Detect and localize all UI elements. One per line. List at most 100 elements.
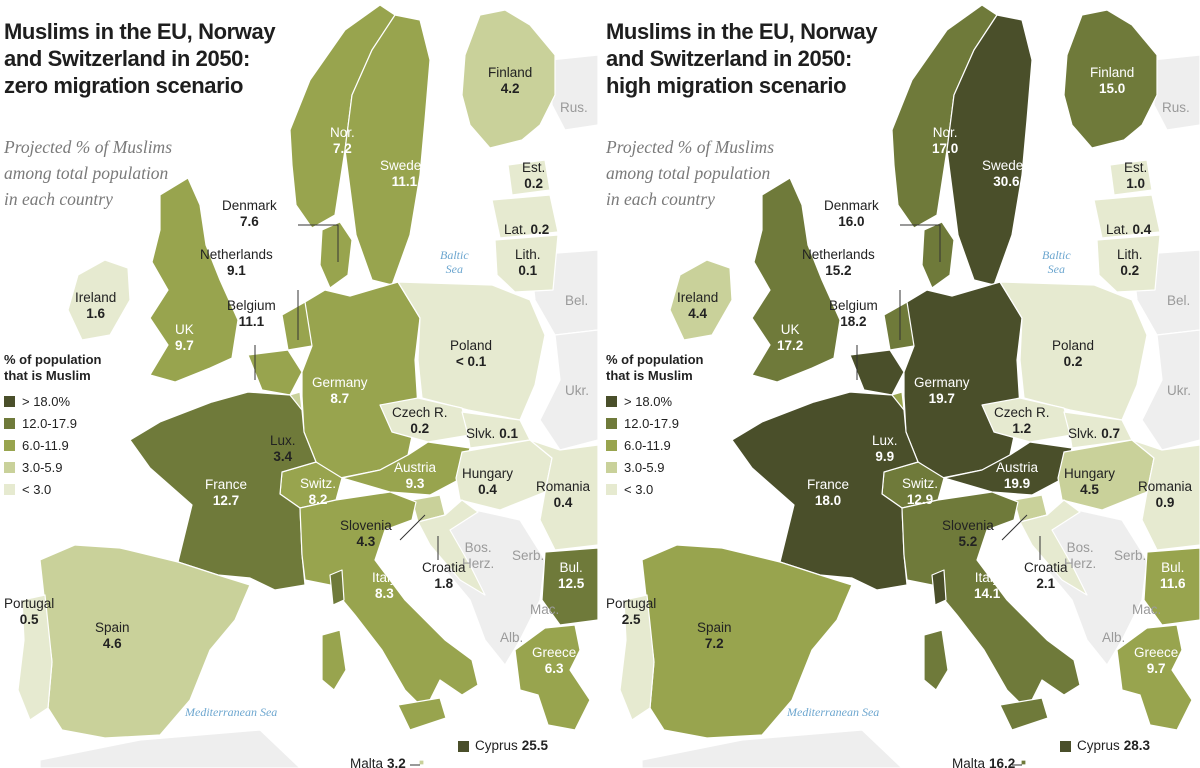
balkans-land xyxy=(439,509,546,666)
greece-label: Greece 6.3 xyxy=(532,645,577,676)
legend-label: 3.0-5.9 xyxy=(22,459,63,475)
norway-label: Nor. 17.0 xyxy=(932,125,959,156)
portugal-label: Portugal 0.5 xyxy=(4,596,55,627)
uk-region xyxy=(751,177,841,383)
subtitle-line-2: among total population xyxy=(606,163,771,183)
belgium-label: Belgium 11.1 xyxy=(227,298,276,329)
title-line-1: Muslims in the EU, Norway xyxy=(4,19,276,44)
bosnia-label: Bos. Herz. xyxy=(1064,540,1097,571)
legend-label: 6.0-11.9 xyxy=(624,437,671,453)
france-label: France 12.7 xyxy=(205,477,248,508)
legend-item-6-12: 6.0-11.9 xyxy=(4,434,101,456)
russia-land xyxy=(549,54,598,131)
romania-region xyxy=(1131,439,1200,551)
poland-label: Poland < 0.1 xyxy=(450,338,493,369)
map-title: Muslims in the EU, Norway and Switzerlan… xyxy=(4,18,276,99)
finland-region xyxy=(1063,9,1158,149)
portugal-region xyxy=(17,594,53,721)
greece-region xyxy=(1116,624,1193,731)
map-svg xyxy=(17,4,598,768)
spain-label: Spain 7.2 xyxy=(697,620,732,651)
norway-label: Nor. 7.2 xyxy=(330,125,355,156)
czech-label: Czech R. 1.2 xyxy=(994,405,1050,436)
lithuania-region xyxy=(1096,234,1161,293)
greece-label: Greece 9.7 xyxy=(1134,645,1179,676)
hungary-label: Hungary 4.5 xyxy=(1064,466,1116,497)
map-legend: % of population that is Muslim > 18.0% 1… xyxy=(4,352,101,500)
romania-region xyxy=(529,439,598,551)
legend-swatch xyxy=(606,439,617,451)
lithuania-region xyxy=(494,234,559,293)
portugal-region xyxy=(619,594,655,721)
malta-label: Malta 3.2 xyxy=(350,756,406,768)
switzerland-label: Switz. 8.2 xyxy=(300,476,337,507)
portugal-label: Portugal 2.5 xyxy=(606,596,657,627)
uk-region xyxy=(149,177,239,383)
zero-migration-map-panel: Muslims in the EU, Norway and Switzerlan… xyxy=(0,0,598,768)
slovakia-label: Slvk. 0.7 xyxy=(1068,426,1121,441)
austria-region xyxy=(341,441,471,496)
denmark-label: Denmark 7.6 xyxy=(222,198,277,229)
malta-region xyxy=(1020,759,1027,766)
bulgaria-label: Bul. 12.5 xyxy=(558,560,585,591)
serbia-label: Serb. xyxy=(1114,548,1147,563)
luxembourg-label: Lux. 9.9 xyxy=(872,433,898,464)
cyprus-swatch xyxy=(1060,740,1071,752)
legend-swatch xyxy=(606,395,617,407)
subtitle-line-3: in each country xyxy=(606,189,715,209)
legend-item-gt18: > 18.0% xyxy=(606,390,703,412)
legend-item-12-18: 12.0-17.9 xyxy=(606,412,703,434)
title-line-3: zero migration scenario xyxy=(4,73,243,98)
legend-item-12-18: 12.0-17.9 xyxy=(4,412,101,434)
sweden-label: Sweden 30.6 xyxy=(982,158,1031,189)
slovenia-label: Slovenia 5.2 xyxy=(942,518,994,549)
legend-swatch xyxy=(4,439,15,451)
denmark-leader-line xyxy=(900,224,941,262)
poland-label: Poland 0.2 xyxy=(1052,338,1095,369)
russia-label: Rus. xyxy=(1162,100,1190,115)
finland-region xyxy=(461,9,556,149)
denmark-leader-line xyxy=(298,224,339,262)
legend-item-3-6: 3.0-5.9 xyxy=(4,456,101,478)
cyprus-label: Cyprus 25.5 xyxy=(458,738,548,754)
map-subtitle: Projected % of Muslims among total popul… xyxy=(4,134,172,212)
denmark-region xyxy=(319,221,353,289)
baltic-sea-label: Baltic Sea xyxy=(1042,248,1071,276)
panel-divider xyxy=(598,0,602,768)
ireland-region xyxy=(669,259,733,341)
legend-swatch xyxy=(4,461,15,473)
legend-label: < 3.0 xyxy=(22,481,52,497)
subtitle-line-1: Projected % of Muslims xyxy=(606,137,775,157)
austria-label: Austria 19.9 xyxy=(996,460,1039,491)
spain-label: Spain 4.6 xyxy=(95,620,130,651)
croatia-label: Croatia 1.8 xyxy=(422,560,466,591)
legend-swatch xyxy=(4,483,15,495)
legend-label: < 3.0 xyxy=(624,481,654,497)
legend-title-line-2: that is Muslim xyxy=(4,368,91,383)
macedonia-label: Mac. xyxy=(530,602,560,617)
subtitle-line-3: in each country xyxy=(4,189,113,209)
italy-label: Italy 8.3 xyxy=(372,570,397,601)
sweden-region xyxy=(946,14,1033,286)
ireland-region xyxy=(67,259,131,341)
title-line-2: and Switzerland in 2050: xyxy=(606,46,852,71)
legend-title: % of population that is Muslim xyxy=(4,352,101,384)
france-label: France 18.0 xyxy=(807,477,850,508)
lithuania-label: Lith. 0.2 xyxy=(1117,247,1143,278)
hungary-label: Hungary 0.4 xyxy=(462,466,514,497)
finland-label: Finland 4.2 xyxy=(488,65,533,96)
legend-label: 12.0-17.9 xyxy=(22,415,77,431)
legend-swatch xyxy=(4,417,15,429)
cyprus-swatch xyxy=(458,740,469,752)
map-title: Muslims in the EU, Norway and Switzerlan… xyxy=(606,18,878,99)
corsica-region xyxy=(329,569,345,606)
map-svg xyxy=(619,4,1200,768)
legend-swatch xyxy=(606,483,617,495)
mediterranean-sea-label: Mediterranean Sea xyxy=(185,705,278,719)
title-line-3: high migration scenario xyxy=(606,73,847,98)
legend-title: % of population that is Muslim xyxy=(606,352,703,384)
macedonia-label: Mac. xyxy=(1132,602,1162,617)
switzerland-label: Switz. 12.9 xyxy=(902,476,939,507)
subtitle-line-1: Projected % of Muslims xyxy=(4,137,173,157)
legend-label: > 18.0% xyxy=(22,393,71,409)
